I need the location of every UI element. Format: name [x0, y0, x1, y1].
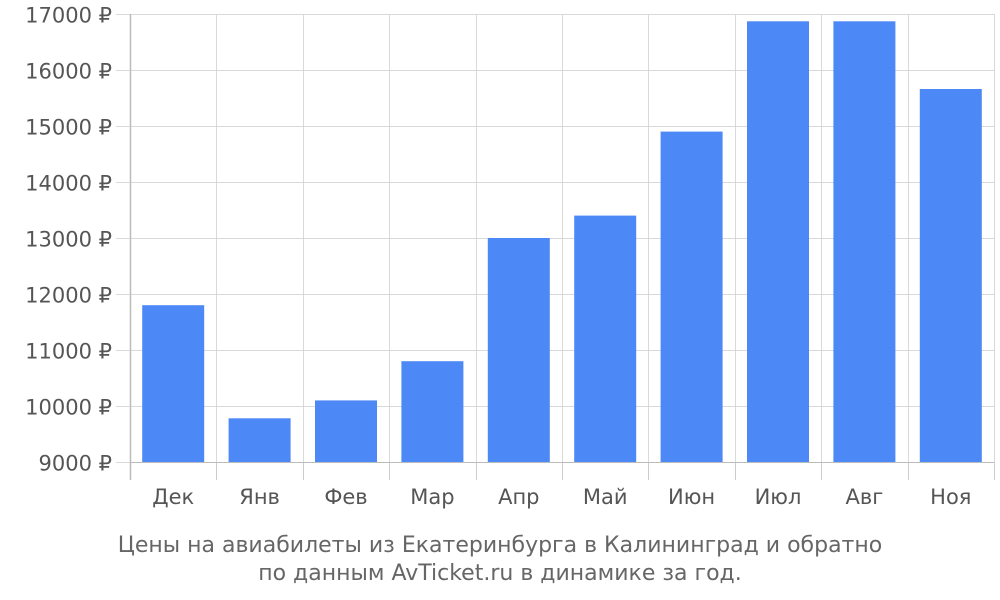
axis-layer	[129, 14, 995, 480]
bar	[660, 131, 723, 462]
x-tick-label: Июн	[668, 485, 715, 509]
y-tick-label: 17000 ₽	[25, 4, 112, 28]
bar-chart: 9000 ₽ 10000 ₽ 11000 ₽ 12000 ₽ 13000 ₽ 14000 …	[25, 4, 995, 510]
grid-layer	[116, 14, 995, 463]
bar	[142, 305, 205, 462]
y-tick-label: 11000 ₽	[25, 340, 112, 364]
bar	[833, 21, 896, 463]
x-tick-label: Ноя	[930, 485, 971, 509]
chart-caption: Цены на авиабилеты из Екатеринбурга в Ка…	[0, 532, 1000, 588]
y-tick-label: 16000 ₽	[25, 60, 112, 84]
caption-line-2: по данным AvTicket.ru в динамике за год.	[258, 561, 742, 586]
bar	[228, 418, 291, 462]
bar	[401, 361, 464, 462]
y-tick-label: 15000 ₽	[25, 116, 112, 140]
x-tick-label: Мар	[410, 485, 454, 509]
x-tick-label: Дек	[152, 485, 194, 509]
x-tick-label: Апр	[498, 485, 539, 509]
label-layer: 9000 ₽ 10000 ₽ 11000 ₽ 12000 ₽ 13000 ₽ 14000 …	[25, 4, 971, 510]
y-tick-label: 14000 ₽	[25, 172, 112, 196]
x-tick-label: Фев	[324, 485, 367, 509]
bar	[919, 89, 982, 462]
bar	[747, 21, 809, 463]
caption-line-1: Цены на авиабилеты из Екатеринбурга в Ка…	[117, 533, 883, 558]
bar	[487, 238, 550, 462]
x-tick-label: Авг	[846, 485, 884, 509]
y-tick-label: 12000 ₽	[25, 284, 112, 308]
bar	[315, 400, 377, 462]
y-tick-label: 13000 ₽	[25, 228, 112, 252]
y-tick-label: 10000 ₽	[25, 396, 112, 420]
y-tick-label: 9000 ₽	[39, 452, 112, 476]
x-tick-label: Июл	[755, 485, 802, 509]
bar-layer	[142, 21, 982, 463]
x-tick-label: Май	[583, 485, 628, 509]
x-tick-label: Янв	[239, 485, 280, 509]
bar	[574, 215, 637, 462]
